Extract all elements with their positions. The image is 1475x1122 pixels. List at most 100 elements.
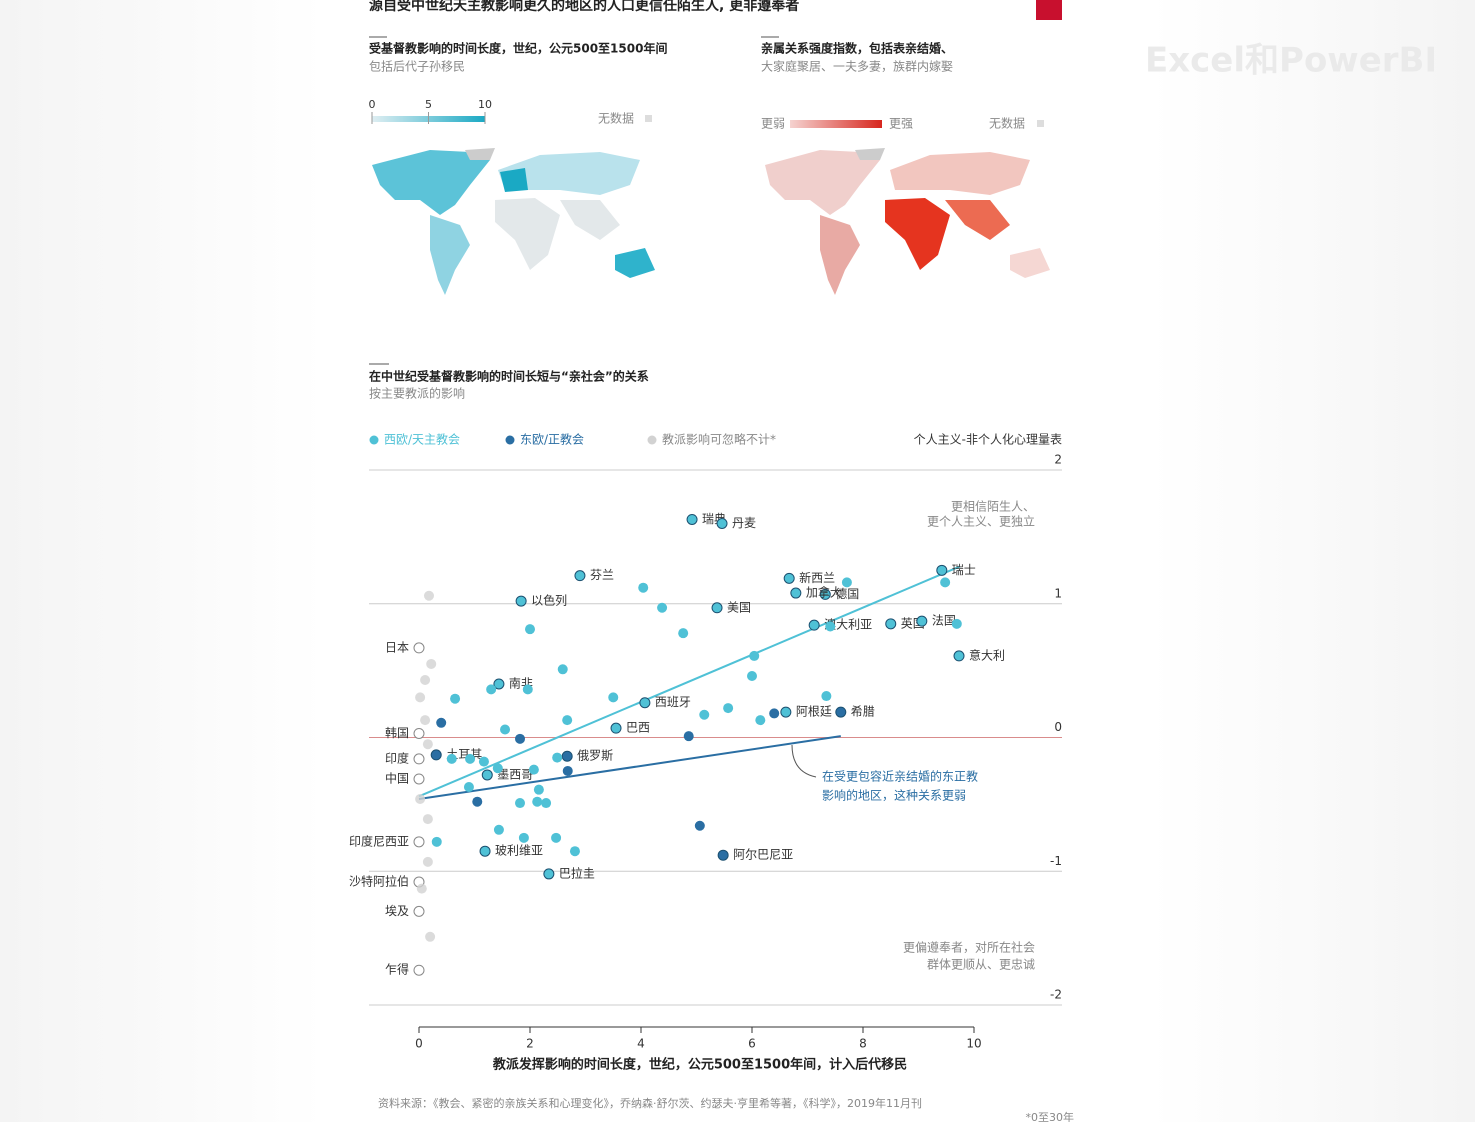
point (711, 602, 723, 614)
note: 更相信陌生人、 (951, 500, 1035, 514)
point-label: 日本 (385, 640, 409, 654)
point (426, 658, 437, 669)
note: 更偏遵奉者，对所在社会 (903, 940, 1035, 955)
point (780, 706, 792, 718)
point (525, 624, 535, 635)
point-label: 美国 (727, 600, 751, 614)
x-tick-label: 8 (859, 1037, 867, 1051)
point-label: 俄罗斯 (577, 749, 613, 763)
point (413, 753, 425, 765)
point (450, 693, 461, 704)
point (916, 615, 928, 627)
point (951, 618, 962, 629)
map-title: 亲属关系强度指数，包括表亲结婚、 (761, 41, 953, 56)
point-label: 瑞士 (952, 563, 976, 577)
point (543, 868, 555, 880)
point-label: 澳大利亚 (824, 618, 872, 632)
point-label: 中国 (385, 770, 409, 785)
legend-label: 教派影响可忽略不计* (662, 432, 776, 447)
point (561, 750, 573, 762)
y-tick-label: 2 (1054, 453, 1062, 467)
point (515, 595, 527, 607)
point (936, 564, 948, 576)
map-title: 大家庭聚居、一夫多妻，族群内嫁娶 (761, 59, 953, 74)
x-tick-label: 0 (415, 1037, 423, 1051)
map-left (372, 148, 655, 295)
point (747, 670, 757, 681)
point (769, 708, 780, 719)
note: 群体更顺从、更忠诚 (927, 958, 1035, 972)
point (413, 727, 425, 739)
point (492, 763, 503, 774)
point-label: 德国 (835, 586, 859, 601)
point (569, 846, 580, 857)
point (533, 784, 544, 795)
point (413, 964, 425, 976)
legend-tick-label: 10 (478, 98, 492, 111)
footnote: *0至30年 (1026, 1110, 1075, 1122)
map-right (765, 148, 1050, 295)
point (552, 752, 563, 763)
point (808, 619, 820, 631)
no-data-label: 无数据 (598, 111, 634, 126)
point (422, 739, 433, 750)
point (463, 781, 474, 792)
legend-weaker: 更弱 (761, 117, 785, 131)
point (723, 703, 734, 714)
point (835, 706, 847, 718)
point-label: 加拿大 (806, 585, 842, 600)
legend-label: 东欧/正教会 (520, 432, 584, 447)
point-label: 阿尔巴尼亚 (733, 847, 793, 862)
point (515, 733, 526, 744)
no-data-swatch (1037, 120, 1044, 127)
logo (1036, 0, 1062, 20)
point (694, 820, 705, 831)
point (420, 674, 431, 685)
point (422, 814, 433, 825)
point (515, 798, 526, 809)
point (532, 796, 543, 807)
point (683, 731, 694, 742)
y-tick-label: 1 (1054, 586, 1062, 600)
point (639, 697, 651, 709)
callout-leader (791, 744, 817, 778)
point (610, 722, 622, 734)
point-label: 新西兰 (799, 570, 835, 585)
trend-line (418, 565, 961, 798)
point (790, 587, 802, 599)
legend-marker (647, 435, 657, 445)
source: 资料来源：《教会、紧密的亲族关系和心理变化》，乔纳森·舒尔茨、约瑟夫·亨里希等著… (378, 1096, 922, 1110)
point-label: 墨西哥 (497, 767, 533, 781)
point-label: 乍得 (385, 962, 409, 977)
point (415, 794, 426, 805)
point (686, 513, 698, 525)
point-label: 希腊 (851, 704, 875, 719)
point (953, 650, 965, 662)
legend-tick-label: 0 (369, 98, 376, 111)
point-label: 玻利维亚 (495, 844, 543, 858)
point-label: 法国 (932, 614, 956, 628)
point (423, 590, 434, 601)
point (562, 715, 573, 726)
x-tick-label: 10 (966, 1037, 981, 1051)
point (478, 756, 489, 767)
map-title: 受基督教影响的时间长度，世纪，公元500至1500年间 (369, 41, 667, 56)
point (436, 717, 447, 728)
point-label: 阿根廷 (796, 705, 832, 719)
point (431, 836, 442, 847)
point (413, 773, 425, 785)
point-label: 芬兰 (590, 568, 614, 582)
point-label: 印度 (385, 750, 409, 765)
point (528, 764, 539, 775)
y-tick-label: -1 (1050, 854, 1062, 868)
no-data-swatch (645, 115, 652, 122)
point (479, 845, 491, 857)
point (493, 824, 504, 835)
legend-label: 西欧/天主教会 (384, 432, 460, 447)
point (821, 691, 832, 702)
point (500, 724, 511, 735)
point-label: 埃及 (385, 904, 409, 918)
point (518, 832, 529, 843)
